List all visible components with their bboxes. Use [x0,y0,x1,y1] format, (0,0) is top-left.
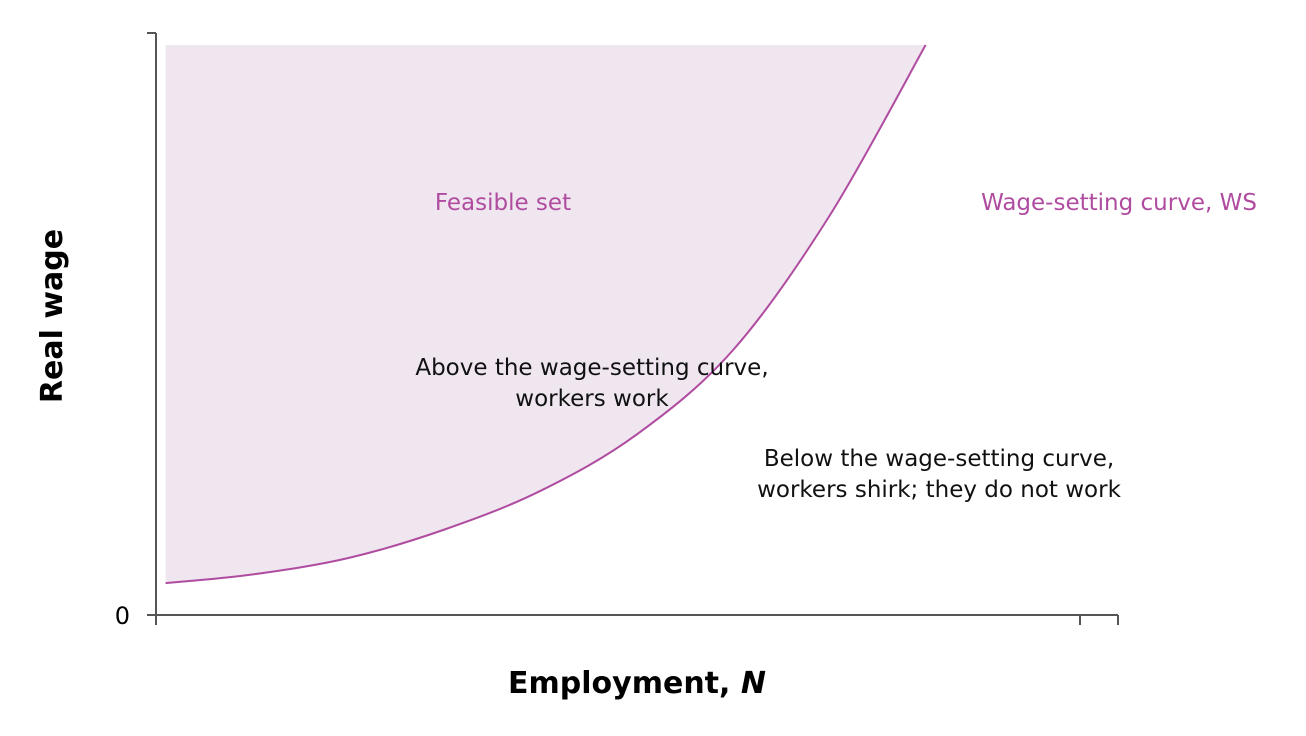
below-curve-annotation-line2: workers shirk; they do not work [757,477,1121,503]
ws-curve-label: Wage-setting curve, WS [981,190,1257,216]
feasible-set-label: Feasible set [435,190,571,216]
wage-setting-curve [165,44,927,585]
x-axis-title: Employment, N [508,666,766,701]
y-origin-label: 0 [115,602,130,630]
x-axis-title-text: Employment, [508,666,741,701]
feasible-set-area [165,45,926,584]
above-curve-annotation-line2: workers work [515,386,669,412]
below-curve-annotation-line1: Below the wage-setting curve, [764,446,1114,472]
y-axis-title: Real wage [35,229,70,403]
above-curve-annotation-line1: Above the wage-setting curve, [415,355,768,381]
x-axis-title-symbol: N [741,666,766,701]
